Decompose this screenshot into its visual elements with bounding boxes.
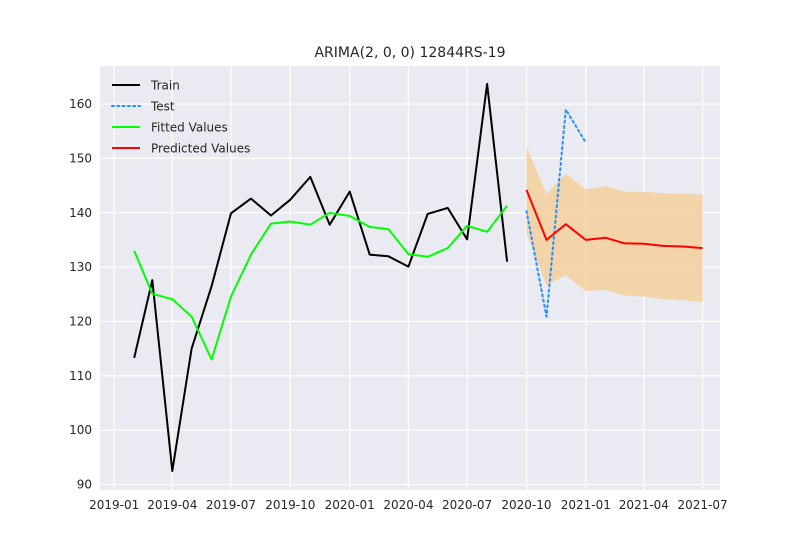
x-axis-ticks: 2019-01 2019-04 2019-07 2019-10 2020-01 2020-… <box>89 498 728 512</box>
fitted-values-series-line <box>133 205 508 361</box>
confidence-band <box>526 146 703 302</box>
chart-title: ARIMA(2, 0, 0) 12844RS-19 <box>314 45 505 61</box>
test-series-line <box>525 108 587 318</box>
y-tick-label: 140 <box>69 206 92 220</box>
fitted-values-legend-label: Fitted Values <box>151 121 228 135</box>
x-tick-label: 2019-10 <box>265 498 315 512</box>
y-axis-ticks: 90 100 110 120 130 140 150 160 <box>69 97 92 492</box>
y-tick-label: 100 <box>69 423 92 437</box>
x-tick-label: 2020-01 <box>325 498 375 512</box>
x-tick-label: 2021-04 <box>619 498 669 512</box>
confidence-band-area <box>526 146 703 302</box>
predicted-values-series-line <box>525 189 703 250</box>
x-tick-label: 2020-07 <box>442 498 492 512</box>
train-series-line <box>133 82 509 472</box>
x-tick-label: 2021-01 <box>561 498 611 512</box>
x-tick-label: 2020-10 <box>501 498 551 512</box>
series-lines <box>133 82 703 472</box>
y-tick-label: 160 <box>69 97 92 111</box>
x-tick-label: 2021-07 <box>678 498 728 512</box>
predicted-values-legend-label: Predicted Values <box>151 142 250 156</box>
x-tick-label: 2019-07 <box>206 498 256 512</box>
y-tick-label: 110 <box>69 369 92 383</box>
y-tick-label: 130 <box>69 260 92 274</box>
x-tick-label: 2019-04 <box>147 498 197 512</box>
y-tick-label: 120 <box>69 314 92 328</box>
x-tick-label: 2019-01 <box>89 498 139 512</box>
y-tick-label: 150 <box>69 151 92 165</box>
x-tick-label: 2020-04 <box>383 498 433 512</box>
y-tick-label: 90 <box>77 478 92 492</box>
train-legend-label: Train <box>150 79 180 93</box>
test-legend-label: Test <box>150 100 175 114</box>
legend: Train Test Fitted Values Predicted Values <box>111 79 250 156</box>
